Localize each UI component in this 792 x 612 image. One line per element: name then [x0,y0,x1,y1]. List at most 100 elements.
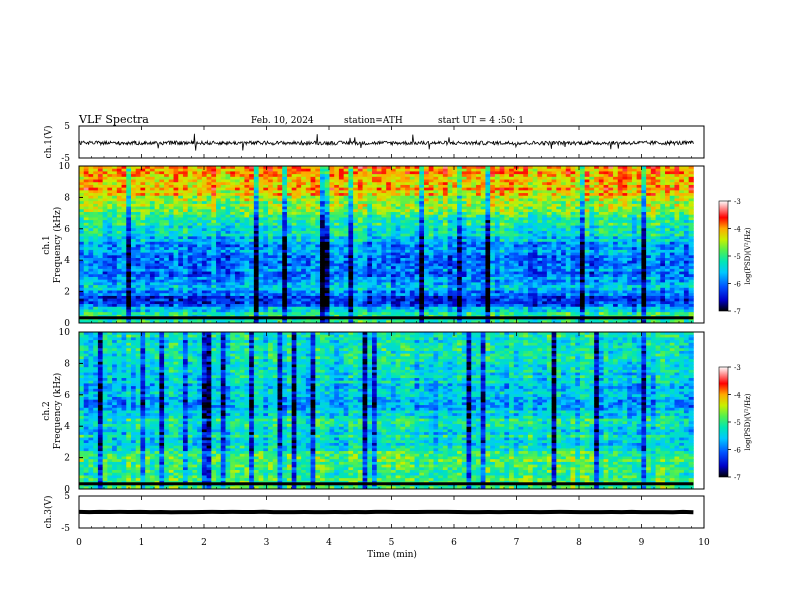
spectrogram-cell [334,228,340,232]
spectrogram-cell [617,220,623,224]
spectrogram-cell [230,214,236,218]
spectrogram-cell [211,203,217,208]
spectrogram-cell [102,244,108,248]
spectrogram-cell [532,209,538,213]
spectrogram-cell [272,233,278,237]
spectrogram-cell [164,179,170,183]
spectrogram-cell [461,184,467,189]
spectrogram-cell [594,260,600,264]
spectrogram-cell [542,263,548,267]
spectrogram-cell [613,168,619,172]
spectrogram-cell [570,214,576,218]
spectrogram-cell [324,225,330,229]
spectrogram-cell [400,247,406,251]
spectrogram-cell [665,206,671,210]
spectrogram-cell [112,222,118,226]
spectrogram-cell [665,212,671,216]
spectrogram-cell [556,179,562,183]
spectrogram-cell [622,260,628,264]
spectrogram-cell [428,166,434,170]
spectrogram-cell [225,233,231,237]
spectrogram-cell [164,206,170,210]
spectrogram-cell [305,252,311,256]
spectrogram-cell [372,263,378,267]
spectrogram-cell [527,225,534,229]
spectrogram-cell [414,182,420,186]
spectrogram-cell [584,209,590,213]
spectrogram-cell [598,217,604,221]
spectrogram-cell [343,260,349,264]
spectrogram-cell [334,244,340,248]
spectrogram-cell [617,249,623,254]
spectrogram-cell [230,190,236,194]
spectrogram-cell [211,168,217,172]
spectrogram-cell [438,179,444,183]
spectrogram-cell [102,190,108,194]
spectrogram-cell [414,222,420,226]
spectrogram-cell [107,233,113,237]
spectrogram-cell [641,190,647,194]
spectrogram-cell [329,190,335,194]
spectrogram-cell [83,252,89,256]
spectrogram-cell [631,241,638,245]
spectrogram-cell [532,184,538,189]
spectrogram-cell [575,193,581,197]
spectrogram-cell [466,214,472,218]
spectrogram-cell [424,166,430,170]
spectrogram-cell [627,239,633,243]
spectrogram-cell [225,236,231,240]
spectrogram-cell [438,182,444,186]
spectrogram-cell [428,247,434,251]
spectrogram-cell [173,225,179,229]
spectrogram-cell [301,206,307,210]
spectrogram-cell [475,239,482,243]
spectrogram-cell [665,168,671,172]
spectrogram-cell [683,228,690,232]
spectrogram-cell [272,198,278,202]
spectrogram-cell [376,206,382,210]
spectrogram-cell [631,209,638,213]
spectrogram-cell [589,209,595,213]
spectrogram-cell [376,228,382,232]
spectrogram-cell [182,239,189,243]
spectrogram-cell [381,228,387,232]
spectrogram-cell [570,176,576,180]
spectrogram-cell [206,179,212,183]
spectrogram-cell [353,244,359,248]
spectrogram-cell [603,174,609,178]
spectrogram-cell [320,233,326,237]
spectrogram-cell [400,217,406,221]
spectrogram-cell [112,263,118,267]
spectrogram-cell [291,201,297,205]
spectrogram-cell [603,255,609,259]
spectrogram-cell [116,168,122,172]
spectrogram-cell [305,184,311,189]
spectrogram-cell [320,184,326,189]
spectrogram-cell [683,247,690,251]
spectrogram-cell [584,203,590,208]
spectrogram-cell [93,222,99,226]
spectrogram-cell [556,217,562,221]
spectrogram-cell [234,184,241,189]
spectrogram-cell [499,266,505,270]
spectrogram-cell [683,230,690,235]
spectrogram-cell [234,182,241,186]
spectrogram-cell [272,174,278,178]
spectrogram-cell [116,217,122,221]
spectrogram-cell [428,252,434,256]
spectrogram-cell [598,220,604,224]
spectrogram-cell [674,168,680,172]
spectrogram-cell [608,193,614,197]
spectrogram-cell [537,247,543,251]
spectrogram-cell [598,255,604,259]
spectrogram-cell [372,255,378,259]
spectrogram-cell [594,198,600,202]
spectrogram-cell [494,174,501,178]
spectrogram-cell [613,187,619,191]
spectrogram-cell [480,266,486,270]
spectrogram-cell [660,166,666,170]
spectrogram-cell [494,190,501,194]
spectrogram-cell [286,225,293,229]
spectrogram-cell [565,266,571,270]
spectrogram-cell [452,174,458,178]
